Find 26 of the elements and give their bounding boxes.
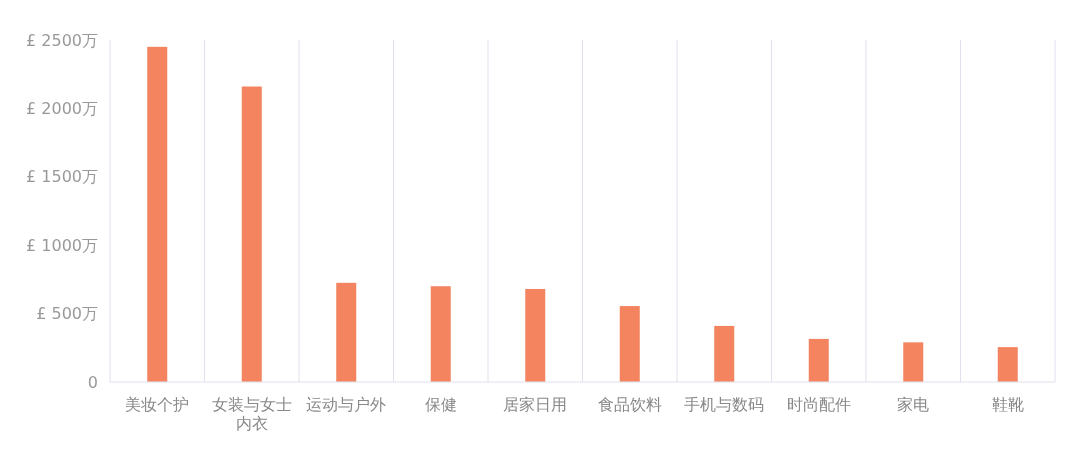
x-tick-label: 居家日用 (503, 395, 568, 414)
x-tick-label: 美妆个护 (125, 395, 190, 414)
y-tick-label: 0 (87, 372, 98, 392)
x-tick-label: 时尚配件 (786, 395, 851, 414)
bar (808, 338, 829, 382)
x-tick-label: 保健 (424, 395, 457, 414)
bar (241, 86, 262, 382)
y-tick-label: £ 500万 (36, 304, 98, 324)
y-tick-label: £ 2500万 (26, 30, 98, 50)
y-tick-label: £ 1000万 (26, 235, 98, 255)
x-tick-label: 运动与户外 (306, 395, 387, 414)
bar (525, 288, 546, 382)
x-tick-label: 家电 (897, 395, 930, 414)
bar (619, 306, 640, 382)
bar (147, 46, 168, 382)
bar (714, 325, 735, 382)
bar (903, 342, 924, 382)
x-tick-label: 食品饮料 (597, 395, 662, 414)
y-tick-label: £ 1500万 (26, 167, 98, 187)
x-tick-label: 鞋靴 (991, 395, 1024, 414)
bar (997, 347, 1018, 382)
y-tick-label: £ 2000万 (26, 99, 98, 118)
x-tick-label: 女装与女士内衣 (211, 395, 292, 433)
x-tick-label: 手机与数码 (684, 395, 765, 414)
bar (336, 282, 357, 382)
bar (430, 286, 451, 382)
